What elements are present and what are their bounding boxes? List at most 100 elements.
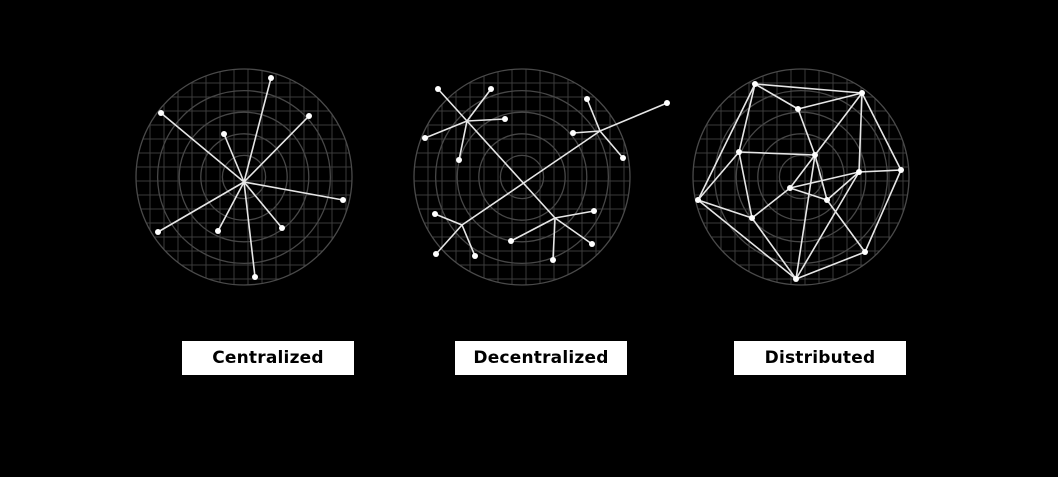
network-node (824, 197, 830, 203)
network-link (697, 199, 753, 219)
network-link (552, 217, 556, 261)
network-link (864, 169, 902, 253)
network-link (738, 151, 753, 219)
network-node (856, 169, 862, 175)
network-node (252, 274, 258, 280)
centralized-label: Centralized (212, 348, 324, 368)
network-node (589, 241, 595, 247)
network-node (736, 149, 742, 155)
network-link (861, 92, 902, 171)
grid-ring (413, 68, 631, 286)
network-node (472, 253, 478, 259)
network-link (789, 154, 816, 189)
network-link (424, 120, 468, 139)
network-node (422, 135, 428, 141)
network-node (859, 90, 865, 96)
network-link (754, 83, 863, 94)
network-node (508, 238, 514, 244)
grid-ring (499, 154, 545, 200)
network-link (697, 83, 756, 201)
grid-ring (135, 68, 353, 286)
network-link (797, 108, 816, 156)
grid-ring (456, 111, 588, 243)
network-link (437, 88, 468, 122)
network-link (789, 187, 828, 201)
grid-ring (434, 89, 610, 265)
grid-ring (713, 89, 889, 265)
network-node (570, 130, 576, 136)
nodes (155, 75, 346, 280)
network-link (697, 151, 740, 201)
network-link (814, 154, 828, 201)
network-node (340, 197, 346, 203)
network-link (466, 120, 556, 219)
network-node (812, 152, 818, 158)
network-link (697, 199, 797, 280)
network-link (461, 130, 601, 226)
network-link (243, 181, 283, 229)
centralized-network-diagram (135, 68, 353, 286)
network-link (243, 181, 256, 278)
grid-ring (692, 68, 910, 286)
network-link (814, 92, 863, 156)
network-link (223, 133, 245, 183)
network-link (243, 115, 310, 183)
network-link (572, 130, 601, 134)
grid-ring (757, 133, 845, 221)
decentralized-network-diagram (413, 68, 670, 286)
network-link (754, 83, 799, 110)
network-node (433, 251, 439, 257)
grid-ring (778, 154, 824, 200)
edges (697, 83, 902, 280)
network-node (488, 86, 494, 92)
network-link (466, 118, 506, 122)
network-link (217, 181, 245, 232)
network-node (749, 215, 755, 221)
network-node (221, 131, 227, 137)
network-link (160, 112, 245, 183)
network-link (243, 181, 344, 201)
network-node (664, 100, 670, 106)
network-link (795, 154, 816, 280)
network-node (158, 110, 164, 116)
network-node (306, 113, 312, 119)
network-link (554, 210, 595, 219)
network-link (789, 171, 860, 189)
network-node (752, 81, 758, 87)
network-link (738, 151, 816, 156)
square-grid (693, 69, 909, 285)
network-link (858, 169, 902, 173)
network-node (620, 155, 626, 161)
distributed-label-box: Distributed (734, 341, 906, 375)
network-node (435, 86, 441, 92)
decentralized-label: Decentralized (473, 348, 609, 368)
square-grid (136, 69, 352, 285)
network-node (898, 167, 904, 173)
square-grid (414, 69, 630, 285)
network-link (795, 251, 866, 280)
network-link (243, 77, 272, 183)
network-node (268, 75, 274, 81)
network-link (435, 224, 463, 255)
network-node (695, 197, 701, 203)
network-link (434, 213, 463, 226)
network-link (795, 171, 860, 280)
network-link (797, 92, 863, 110)
network-node (432, 211, 438, 217)
polar-grid (135, 68, 353, 286)
grid-ring (221, 154, 267, 200)
distributed-network-diagram (692, 68, 910, 286)
network-node (584, 96, 590, 102)
network-link (554, 217, 593, 245)
network-link (599, 102, 668, 132)
decentralized-label-box: Decentralized (455, 341, 627, 375)
network-link (599, 130, 624, 159)
network-link (466, 88, 492, 122)
distributed-label: Distributed (764, 348, 876, 368)
network-node (793, 276, 799, 282)
network-link (157, 181, 245, 233)
grid-ring (478, 133, 566, 221)
network-link (461, 224, 476, 257)
network-link (510, 217, 556, 242)
